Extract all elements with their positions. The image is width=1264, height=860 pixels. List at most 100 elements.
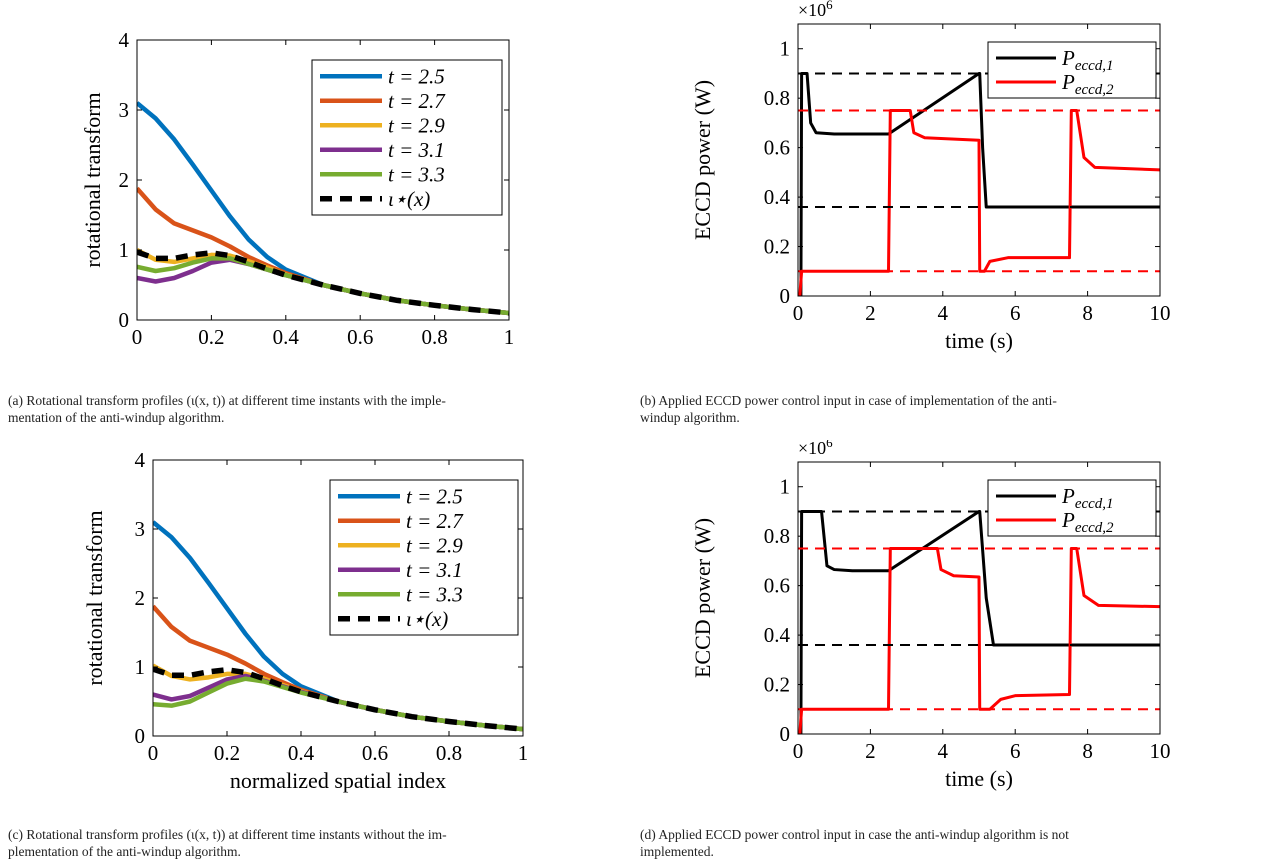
y-tick-label: 1 (119, 238, 130, 262)
y-tick-label: 0.8 (764, 86, 790, 110)
x-tick-label: 0.6 (347, 325, 373, 349)
y-tick-label: 0.6 (764, 136, 790, 160)
y-tick-label: 0.8 (764, 524, 790, 548)
y-tick-label: 0.2 (764, 235, 790, 259)
y-tick-label: 2 (135, 586, 146, 610)
legend-label-5: ι⋆(x) (388, 187, 430, 211)
legend-label-2: t = 2.9 (388, 113, 445, 137)
y-tick-label: 0 (119, 308, 130, 332)
legend-label-0: t = 2.5 (406, 484, 463, 508)
legend: t = 2.5t = 2.7t = 2.9t = 3.1t = 3.3ι⋆(x) (330, 480, 518, 635)
y-tick-label: 0 (780, 722, 791, 746)
caption-d-line-2: implemented. (640, 843, 1260, 860)
y-axis-label: rotational transform (82, 510, 107, 685)
legend-label-main: P (1061, 70, 1075, 94)
exponent-base: ×10 (798, 440, 826, 458)
legend-label-main: t = 2.5 (388, 64, 445, 88)
x-tick-label: 0.4 (273, 325, 300, 349)
legend: t = 2.5t = 2.7t = 2.9t = 3.1t = 3.3ι⋆(x) (312, 60, 502, 215)
y-axis-label: ECCD power (W) (690, 80, 715, 240)
x-tick-label: 0 (148, 741, 159, 765)
x-axis-label: time (s) (945, 766, 1013, 791)
legend-label-main: P (1061, 46, 1075, 70)
x-tick-label: 6 (1010, 301, 1021, 325)
x-axis-label: time (s) (945, 328, 1013, 353)
legend-label-main: P (1061, 508, 1075, 532)
x-tick-label: 0.4 (288, 741, 315, 765)
legend-label-5: ι⋆(x) (406, 607, 448, 631)
legend-label-main: t = 3.1 (388, 138, 445, 162)
exponent-power: 6 (826, 440, 833, 450)
x-tick-label: 0.2 (198, 325, 224, 349)
y-exponent-label: ×106 (798, 0, 833, 20)
y-tick-label: 3 (135, 517, 146, 541)
x-tick-label: 4 (938, 301, 949, 325)
x-tick-label: 8 (1082, 301, 1093, 325)
caption-c: (c) Rotational transform profiles (ι(x, … (8, 826, 638, 860)
x-tick-label: 0.2 (214, 741, 240, 765)
x-tick-label: 1 (504, 325, 515, 349)
x-tick-label: 0.8 (421, 325, 447, 349)
legend-label-main: t = 3.3 (388, 162, 445, 186)
x-tick-label: 0.6 (362, 741, 388, 765)
y-tick-label: 2 (119, 168, 130, 192)
chart-d-eccd-power-without-antiwindup: 0 2 4 6 8 1000.20.40.60.81time (s)ECCD power … (680, 440, 1180, 810)
caption-c-line-2: plementation of the anti-windup algorith… (8, 843, 638, 860)
legend-label-1: t = 2.7 (406, 509, 464, 533)
legend-label-sub: eccd,2 (1075, 520, 1114, 536)
legend: Peccd,1Peccd,2 (988, 42, 1156, 98)
y-tick-label: 0.2 (764, 673, 790, 697)
legend-label-1: t = 2.7 (388, 89, 446, 113)
legend-label-main: t = 2.7 (388, 89, 446, 113)
y-tick-label: 0.4 (764, 623, 791, 647)
x-tick-label: 0 (793, 301, 804, 325)
x-tick-label: 10 (1150, 301, 1171, 325)
y-tick-label: 1 (780, 475, 791, 499)
y-tick-label: 4 (135, 448, 146, 472)
caption-d: (d) Applied ECCD power control input in … (640, 826, 1260, 860)
y-tick-label: 0.4 (764, 185, 791, 209)
x-tick-label: 1 (518, 741, 529, 765)
y-tick-label: 0 (135, 724, 146, 748)
x-tick-label: 6 (1010, 739, 1021, 763)
caption-b-line-1: (b) Applied ECCD power control input in … (640, 392, 1260, 409)
legend-label-main: ι⋆(x) (388, 187, 430, 211)
legend-label-4: t = 3.3 (406, 582, 463, 606)
y-axis-label: rotational transform (80, 92, 105, 267)
legend-label-main: t = 3.1 (406, 558, 463, 582)
caption-a-line-2: mentation of the anti-windup algorithm. (8, 409, 630, 426)
y-axis-label: ECCD power (W) (690, 518, 715, 678)
caption-b: (b) Applied ECCD power control input in … (640, 392, 1260, 426)
y-tick-label: 0.6 (764, 574, 790, 598)
exponent-power: 6 (826, 0, 833, 12)
caption-d-line-1: (d) Applied ECCD power control input in … (640, 826, 1260, 843)
legend-label-main: t = 2.5 (406, 484, 463, 508)
x-tick-label: 2 (865, 301, 876, 325)
x-tick-label: 0 (132, 325, 143, 349)
caption-a: (a) Rotational transform profiles (ι(x, … (8, 392, 630, 426)
caption-a-line-1: (a) Rotational transform profiles (ι(x, … (8, 392, 630, 409)
y-exponent-label: ×106 (798, 440, 833, 458)
exponent-base: ×10 (798, 0, 826, 20)
legend-label-sub: eccd,1 (1075, 58, 1114, 74)
y-tick-label: 4 (119, 28, 130, 52)
legend-label-main: t = 2.9 (388, 113, 445, 137)
legend-label-main: t = 3.3 (406, 582, 463, 606)
legend-label-main: ι⋆(x) (406, 607, 448, 631)
caption-c-line-1: (c) Rotational transform profiles (ι(x, … (8, 826, 638, 843)
chart-c-rotational-transform-without-antiwindup: 0 0.2 0.4 0.6 0.8 101234normalized spatial in… (80, 440, 540, 810)
legend-label-4: t = 3.3 (388, 162, 445, 186)
x-tick-label: 2 (865, 739, 876, 763)
legend-label-main: P (1061, 484, 1075, 508)
chart-b-eccd-power-with-antiwindup: 0 2 4 6 8 10 0 0.2 0.4 0.6 0.8 1 time (s) ECCD power … (680, 0, 1180, 380)
x-tick-label: 8 (1082, 739, 1093, 763)
legend-label-sub: eccd,1 (1075, 496, 1114, 512)
x-tick-label: 4 (938, 739, 949, 763)
legend-label-0: t = 2.5 (388, 64, 445, 88)
legend-label-3: t = 3.1 (388, 138, 445, 162)
y-tick-label: 1 (135, 655, 146, 679)
y-tick-label: 1 (780, 37, 791, 61)
y-tick-label: 0 (780, 284, 791, 308)
